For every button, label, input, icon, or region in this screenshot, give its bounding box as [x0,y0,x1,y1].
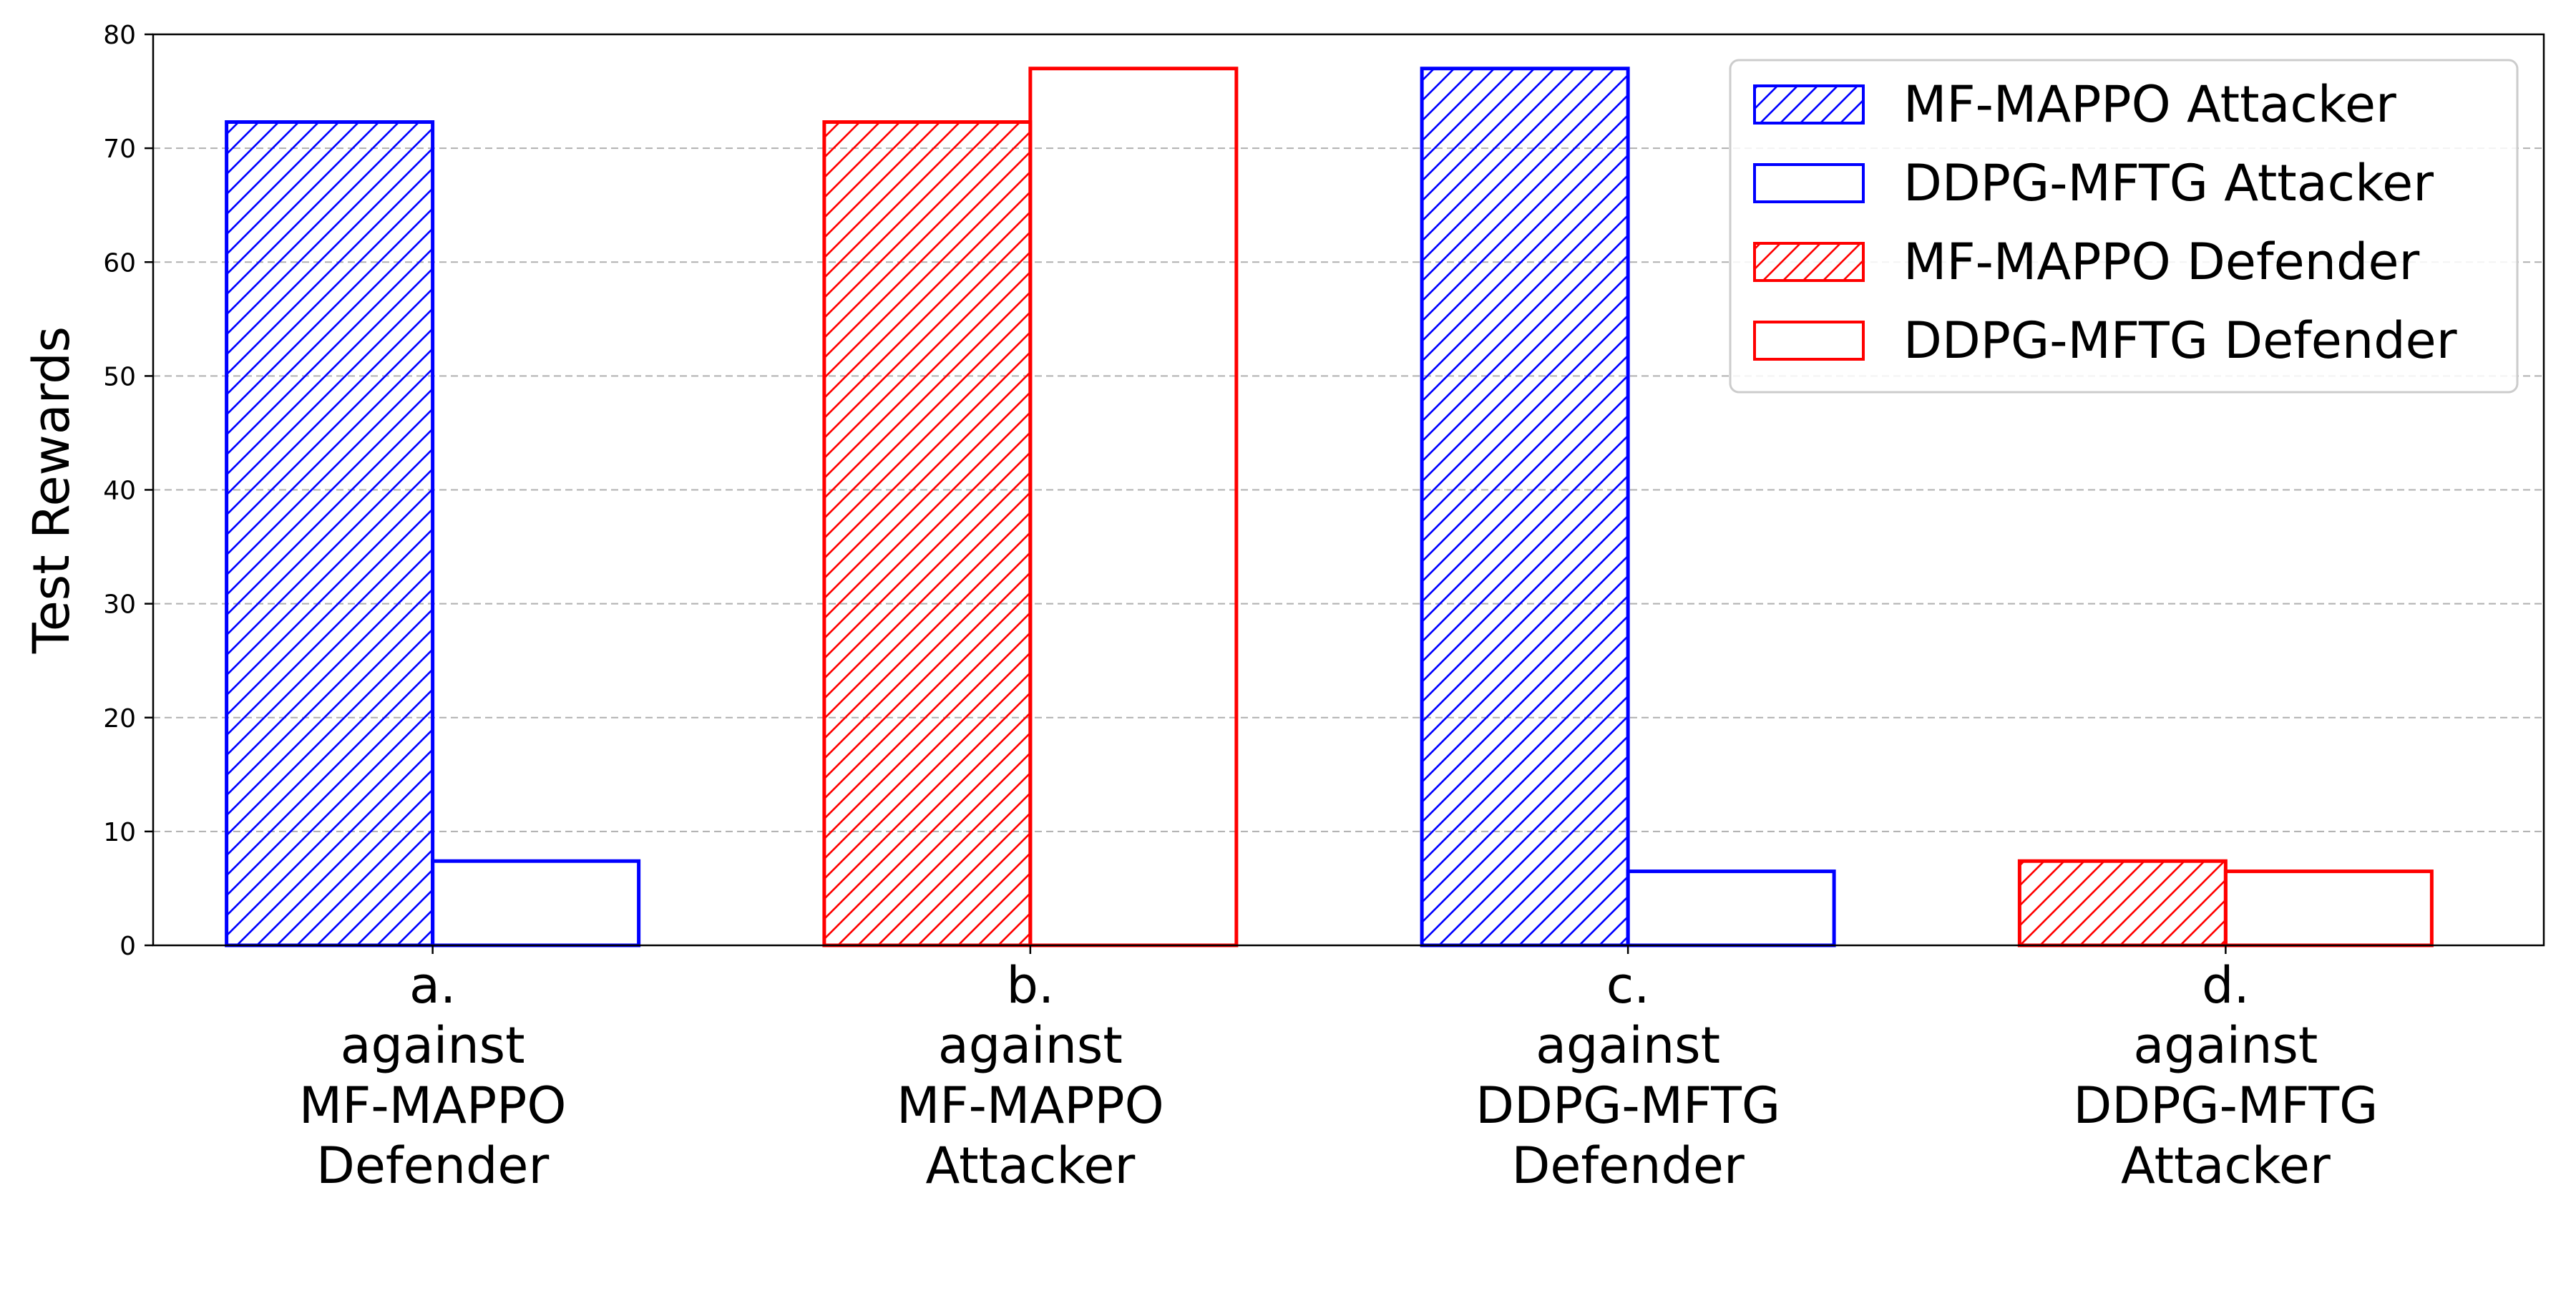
x-tick-label: DDPG-MFTG [2073,1076,2378,1135]
x-tick-label: against [2133,1016,2318,1075]
x-tick-label: MF-MAPPO [299,1076,567,1135]
bar-ddpg-mftg-defender-1 [1028,67,1239,947]
x-tick-label: against [341,1016,525,1075]
legend: MF-MAPPO Attacker DDPG-MFTG Attacker MF-MA… [1729,59,2519,394]
x-tick-label: against [938,1016,1123,1075]
legend-label: DDPG-MFTG Attacker [1903,154,2434,213]
x-tick-label: MF-MAPPO [897,1076,1164,1135]
x-tick-label: Attacker [2121,1136,2331,1195]
legend-swatch [1753,163,1865,203]
plot-frame [152,33,2545,947]
bar-mf-mappo-defender-1 [822,120,1033,947]
legend-swatch [1753,242,1865,282]
y-tick-label: 30 [103,590,136,620]
y-axis-label: Test Rewards [22,326,81,654]
y-tick-label: 80 [103,21,136,50]
bar-ddpg-mftg-attacker-0 [431,859,641,947]
axes: 0 10 20 30 40 50 60 70 80 [103,21,2545,961]
x-tick-label: Attacker [925,1136,1135,1195]
x-tick-label: b. [1007,956,1055,1015]
x-tick-label: Defender [316,1136,550,1195]
y-tick-label: 20 [103,704,136,734]
legend-label: DDPG-MFTG Defender [1903,311,2457,370]
legend-label: MF-MAPPO Defender [1903,233,2420,291]
y-tick-label: 60 [103,248,136,278]
x-tick-label: d. [2202,956,2250,1015]
x-tick-label: c. [1606,956,1650,1015]
legend-swatch [1753,84,1865,125]
x-tick-label: against [1536,1016,1720,1075]
bar-mf-mappo-defender-3 [2017,859,2228,947]
bar-mf-mappo-attacker-0 [225,120,435,947]
y-tick-label: 50 [103,362,136,391]
bar-ddpg-mftg-defender-3 [2223,869,2434,947]
legend-swatch [1753,321,1865,361]
bar-ddpg-mftg-attacker-2 [1626,869,1836,947]
x-tick-label: Defender [1511,1136,1745,1195]
y-tick-label: 0 [119,932,136,961]
x-tick-label: DDPG-MFTG [1475,1076,1780,1135]
legend-box [1729,59,2519,394]
y-tick-label: 40 [103,477,136,506]
y-tick-label: 70 [103,135,136,164]
x-tick-label: a. [409,956,456,1015]
y-tick-label: 10 [103,818,136,847]
legend-label: MF-MAPPO Attacker [1903,75,2396,134]
bar-mf-mappo-attacker-2 [1420,67,1630,947]
axis-labels: a.againstMF-MAPPODefenderb.againstMF-MAP… [22,326,2378,1195]
